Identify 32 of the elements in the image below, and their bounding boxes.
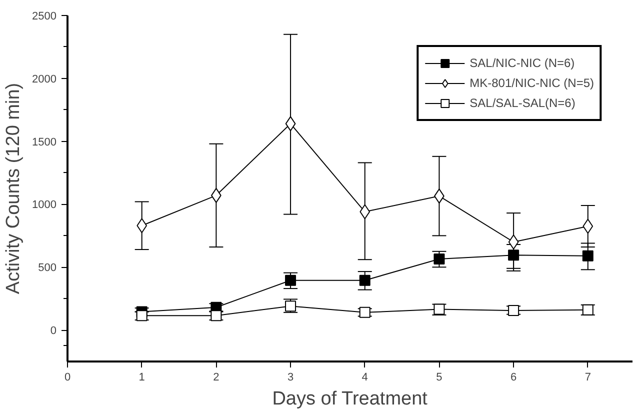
point — [285, 116, 296, 132]
point — [136, 218, 148, 234]
point — [582, 218, 594, 234]
point — [434, 253, 445, 264]
y-tick-label: 1500 — [32, 136, 57, 148]
x-tick-label: 5 — [436, 372, 442, 384]
legend-label: SAL/SAL-SAL(N=6) — [470, 96, 576, 110]
legend-label: MK-801/NIC-NIC (N=5) — [470, 76, 594, 90]
x-tick-label: 6 — [510, 372, 517, 384]
point — [136, 310, 148, 322]
point — [359, 274, 370, 286]
point — [508, 305, 520, 316]
legend-label: SAL/NIC-NIC (N=6) — [470, 56, 575, 70]
y-tick-label: 2000 — [32, 73, 57, 86]
point — [508, 250, 520, 261]
x-tick-label: 2 — [213, 372, 220, 384]
point — [360, 204, 370, 220]
y-tick-label: 0 — [50, 325, 57, 338]
y-tick-label: 500 — [38, 262, 57, 274]
y-tick-label: 1000 — [32, 199, 57, 212]
x-tick-label: 7 — [584, 372, 591, 384]
point — [582, 250, 594, 262]
point — [285, 274, 296, 286]
y-axis-title: Activity Counts (120 min) — [3, 82, 24, 294]
x-tick-label: 3 — [287, 372, 294, 384]
y-tick-label: 2500 — [32, 10, 57, 22]
x-axis-title: Days of Treatment — [272, 388, 428, 410]
point — [508, 234, 519, 250]
x-tick-label: 4 — [362, 372, 368, 384]
point — [359, 306, 370, 318]
x-tick-label: 1 — [138, 372, 145, 384]
x-tick-label: 0 — [64, 372, 71, 384]
